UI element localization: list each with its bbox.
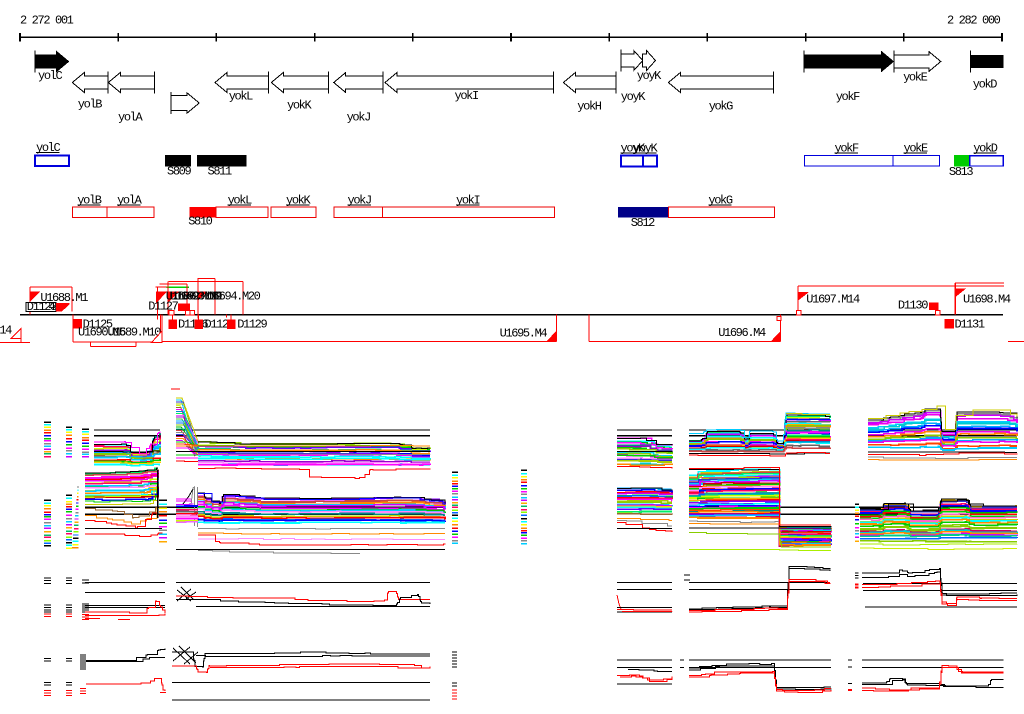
svg-text:yokI: yokI bbox=[455, 89, 478, 103]
svg-text:yokJ: yokJ bbox=[347, 111, 370, 125]
svg-text:yoyK: yoyK bbox=[633, 142, 658, 156]
svg-text:U1690.M5: U1690.M5 bbox=[78, 325, 126, 339]
svg-text:yokI: yokI bbox=[456, 193, 479, 207]
svg-text:yolB: yolB bbox=[78, 98, 102, 112]
svg-text:U1690.M16: U1690.M16 bbox=[166, 289, 220, 303]
svg-text:D1129: D1129 bbox=[237, 317, 267, 331]
svg-text:U1687.M14: U1687.M14 bbox=[0, 324, 12, 338]
svg-text:yokL: yokL bbox=[228, 193, 252, 207]
svg-text:yokK: yokK bbox=[286, 193, 311, 207]
svg-text:2 282 000: 2 282 000 bbox=[947, 14, 1001, 28]
svg-text:yokG: yokG bbox=[708, 193, 732, 207]
svg-text:yokL: yokL bbox=[229, 90, 253, 104]
svg-text:yokD: yokD bbox=[973, 142, 997, 156]
svg-text:D1123: D1123 bbox=[27, 300, 57, 314]
svg-text:U1696.M4: U1696.M4 bbox=[718, 326, 766, 340]
svg-text:yokH: yokH bbox=[577, 100, 601, 114]
svg-text:yokE: yokE bbox=[904, 142, 928, 156]
svg-text:4: 4 bbox=[49, 300, 56, 314]
svg-text:yokF: yokF bbox=[835, 142, 859, 156]
svg-text:D1127: D1127 bbox=[148, 299, 178, 313]
svg-text:U1693.M9: U1693.M9 bbox=[175, 289, 223, 303]
svg-text:S810: S810 bbox=[188, 214, 212, 228]
svg-text:S812: S812 bbox=[631, 216, 655, 230]
svg-text:U1695.M4: U1695.M4 bbox=[500, 327, 548, 341]
svg-text:U1692.M11: U1692.M11 bbox=[170, 289, 224, 303]
svg-text:U1698.M4: U1698.M4 bbox=[963, 292, 1011, 306]
svg-text:yoyK: yoyK bbox=[621, 90, 646, 104]
svg-text:U1694.M20: U1694.M20 bbox=[207, 289, 261, 303]
svg-text:yokJ: yokJ bbox=[348, 193, 371, 207]
svg-text:yokF: yokF bbox=[836, 90, 860, 104]
svg-text:2 272 001: 2 272 001 bbox=[20, 14, 74, 28]
svg-text:D1131: D1131 bbox=[955, 317, 985, 331]
svg-text:U1697.M14: U1697.M14 bbox=[806, 292, 860, 306]
svg-text:yolC: yolC bbox=[36, 141, 60, 155]
svg-text:yokE: yokE bbox=[903, 70, 927, 84]
svg-text:U1689.M10: U1689.M10 bbox=[108, 325, 162, 339]
svg-text:yolA: yolA bbox=[118, 111, 143, 125]
svg-text:yoyK: yoyK bbox=[621, 142, 646, 156]
svg-text:S813: S813 bbox=[949, 165, 973, 179]
svg-text:yolA: yolA bbox=[117, 193, 142, 207]
svg-text:S809: S809 bbox=[167, 165, 191, 179]
svg-text:S811: S811 bbox=[208, 165, 232, 179]
svg-text:yokD: yokD bbox=[973, 77, 997, 91]
svg-text:yokK: yokK bbox=[287, 98, 312, 112]
svg-text:U1688.M1: U1688.M1 bbox=[40, 291, 88, 305]
svg-text:yokG: yokG bbox=[709, 100, 733, 114]
svg-text:D1130: D1130 bbox=[898, 299, 928, 313]
svg-text:yoyK: yoyK bbox=[637, 69, 662, 83]
svg-text:D1125: D1125 bbox=[83, 317, 113, 331]
svg-text:yolC: yolC bbox=[38, 69, 62, 83]
svg-text:yolB: yolB bbox=[77, 193, 101, 207]
